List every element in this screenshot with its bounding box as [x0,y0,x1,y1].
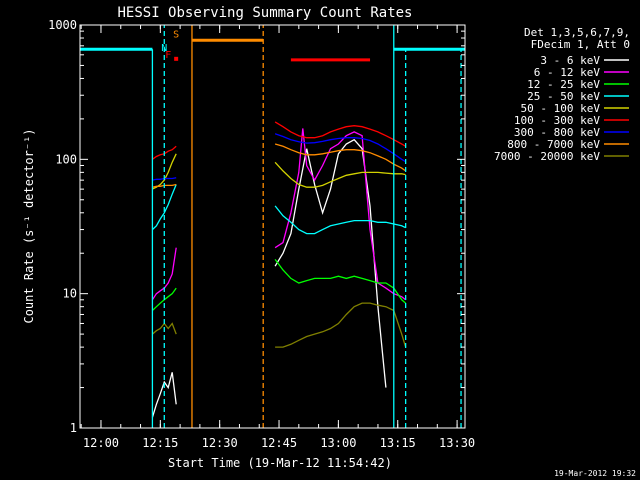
x-tick-label: 13:15 [380,436,416,450]
plot-frame [79,24,466,429]
series-25-50-kev-segment-1 [151,184,177,231]
y-tick-label: 10 [63,287,77,301]
axes: 12:00 12:15 12:30 12:45 13:00 13:15 13:30 1 10 10… [48,18,475,450]
series-3-6-kev-segment-1 [151,372,177,418]
series-12-25-kev-segment-2 [274,259,407,304]
x-tick-label: 13:00 [320,436,356,450]
flag-dot [174,56,179,61]
legend-entry-label: 3 - 6 keV [540,54,600,67]
x-tick-label: 12:15 [142,436,178,450]
legend-entry-label: 800 - 7000 keV [507,138,600,151]
data-traces [151,121,407,418]
x-axis-label: Start Time (19-Mar-12 11:54:42) [168,456,392,470]
series-50-100-kev-segment-2 [274,161,406,188]
series-6-12-kev-segment-2 [274,128,407,301]
legend-entry-label: 7000 - 20000 keV [494,150,600,163]
y-tick-label: 1000 [48,18,77,32]
observing-flag-markers: NSF [80,25,465,428]
series-50-100-kev-segment-1 [152,153,177,190]
series-100-300-kev-segment-2 [274,121,406,147]
y-tick-label: 100 [55,152,77,166]
legend-entry-label: 6 - 12 keV [534,66,601,79]
flag-label-f: F [165,50,171,61]
x-tick-label: 12:45 [261,436,297,450]
series-3-6-kev-segment-2 [274,138,387,388]
series-25-50-kev-segment-2 [274,205,406,235]
flag-label-s: S [173,29,179,40]
legend-entry-label: 25 - 50 keV [527,90,600,103]
y-axis-label: Count Rate (s⁻¹ detector⁻¹) [22,128,36,323]
series-300-800-kev-segment-2 [274,133,406,163]
legend-entry-label: 300 - 800 keV [514,126,600,139]
legend-header-line: FDecim 1, Att 0 [531,38,630,51]
chart-title: HESSI Observing Summary Count Rates [117,5,412,21]
x-tick-label: 12:00 [83,436,119,450]
y-tick-label: 1 [70,421,77,435]
legend-entry-label: 50 - 100 keV [521,102,601,115]
flag-label-n: N [161,43,167,54]
legend: Det 1,3,5,6,7,9,FDecim 1, Att 0 3 - 6 keV… [494,26,630,163]
x-tick-label: 13:30 [439,436,475,450]
series-7000-20000-kev-segment-2 [275,302,407,348]
series-800-7000-kev-segment-2 [274,143,406,172]
legend-entry-label: 100 - 300 keV [514,114,600,127]
legend-entry-label: 12 - 25 keV [527,78,600,91]
timestamp: 19-Mar-2012 19:32 [554,469,636,478]
x-tick-label: 12:30 [202,436,238,450]
legend-header-line: Det 1,3,5,6,7,9, [524,26,630,39]
